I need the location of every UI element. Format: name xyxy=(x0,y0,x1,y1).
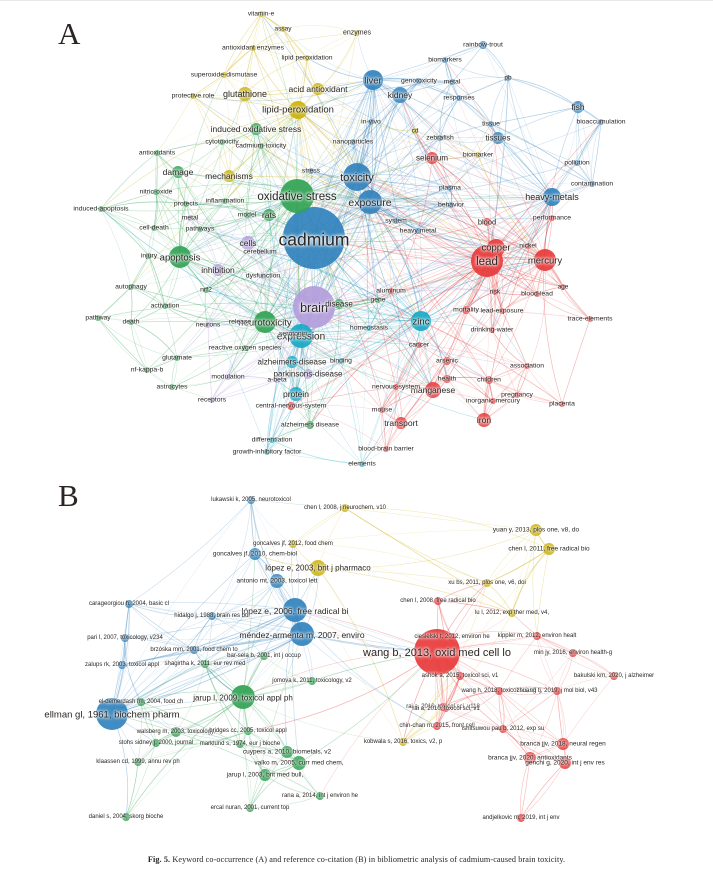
panel-a-label: A xyxy=(58,16,81,51)
panel-b-reference-co-citation: B wang b, 2013, oxid med cell lo ellman g… xyxy=(0,478,713,853)
panel-b-label: B xyxy=(58,478,79,513)
caption-label: Fig. 5. xyxy=(147,855,171,864)
top-divider xyxy=(0,0,713,1)
figure-caption: Fig. 5. Keyword co-occurrence (A) and re… xyxy=(0,855,713,864)
network-graph-b xyxy=(96,496,618,822)
network-graph-a xyxy=(95,11,604,467)
panel-a-keyword-co-occurrence: A cadmium brain oxidative stress toxicity ex… xyxy=(58,11,626,468)
caption-text: Keyword co-occurrence (A) and reference … xyxy=(172,855,566,864)
